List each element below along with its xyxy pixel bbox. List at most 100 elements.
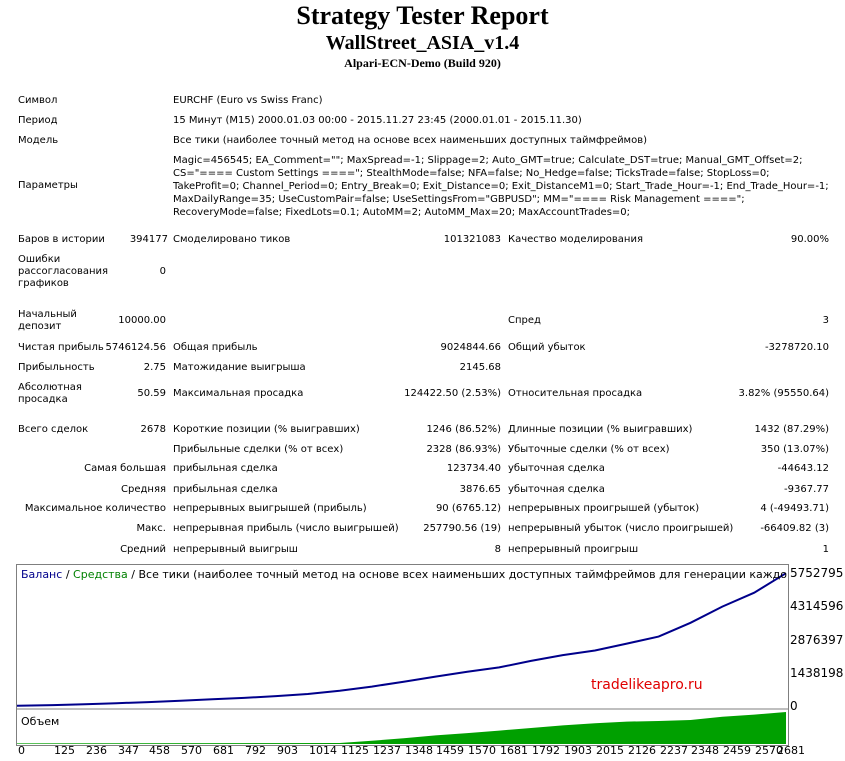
avg-profit-value: 3876.65 bbox=[459, 484, 501, 495]
y-tick-label: 5752795 bbox=[790, 566, 844, 580]
avg-profit-label: прибыльная сделка bbox=[173, 484, 278, 495]
x-tick-label: 1903 bbox=[564, 744, 592, 757]
period-value: 15 Минут (M15) 2000.01.03 00:00 - 2015.1… bbox=[173, 115, 582, 126]
avg-consec-wins-value: 8 bbox=[494, 544, 501, 555]
ea-name: WallStreet_ASIA_v1.4 bbox=[325, 32, 520, 54]
x-tick-label: 2459 bbox=[723, 744, 751, 757]
symbol-label: Символ bbox=[18, 95, 58, 106]
short-value: 1246 (86.52%) bbox=[426, 424, 501, 435]
x-tick-label: 1792 bbox=[532, 744, 560, 757]
x-tick-label: 903 bbox=[277, 744, 298, 757]
x-tick-label: 1348 bbox=[405, 744, 433, 757]
max-count-label: Максимальное количество bbox=[24, 503, 166, 514]
spread-label: Спред bbox=[508, 315, 541, 326]
avg-loss-value: -9367.77 bbox=[784, 484, 829, 495]
bars-label: Баров в истории bbox=[18, 234, 105, 245]
loss-trades-value: 350 (13.07%) bbox=[760, 444, 829, 455]
loss-trades-label: Убыточные сделки (% от всех) bbox=[508, 444, 670, 455]
profit-trades-value: 2328 (86.93%) bbox=[426, 444, 501, 455]
spread-value: 3 bbox=[822, 315, 829, 326]
net-value: 5746124.56 bbox=[105, 342, 166, 353]
x-tick-label: 681 bbox=[213, 744, 234, 757]
balance-chart-svg bbox=[17, 572, 788, 744]
x-tick-label: 1014 bbox=[309, 744, 337, 757]
legend-balance: Баланс bbox=[21, 568, 63, 581]
mismatch-value: 0 bbox=[159, 266, 166, 277]
gross-loss-label: Общий убыток bbox=[508, 342, 586, 353]
x-tick-label: 2237 bbox=[660, 744, 688, 757]
short-label: Короткие позиции (% выигравших) bbox=[173, 424, 360, 435]
report-title: Strategy Tester Report bbox=[296, 1, 549, 30]
avg-loss-label: убыточная сделка bbox=[508, 484, 605, 495]
x-tick-label: 2015 bbox=[596, 744, 624, 757]
x-tick-label: 236 bbox=[86, 744, 107, 757]
consec-profit-label: непрерывная прибыль (число выигрышей) bbox=[173, 523, 399, 534]
model-value: Все тики (наиболее точный метод на основ… bbox=[173, 135, 648, 146]
deposit-value: 10000.00 bbox=[118, 315, 166, 326]
x-tick-label: 2126 bbox=[628, 744, 656, 757]
gross-loss-value: -3278720.10 bbox=[764, 342, 829, 353]
y-tick-label: 0 bbox=[790, 699, 798, 713]
legend-separator: / bbox=[65, 568, 70, 581]
x-tick-label: 1459 bbox=[436, 744, 464, 757]
trades-value: 2678 bbox=[140, 424, 166, 435]
largest-loss-value: -44643.12 bbox=[777, 463, 829, 474]
gross-profit-value: 9024844.66 bbox=[440, 342, 501, 353]
x-tick-label: 2348 bbox=[691, 744, 719, 757]
consec-loss-label: непрерывный убыток (число проигрышей) bbox=[508, 523, 734, 534]
avg-consec-losses-value: 1 bbox=[822, 544, 829, 555]
mismatch-label: Ошибки рассогласования графиков bbox=[18, 254, 109, 289]
x-tick-label: 2681 bbox=[777, 744, 805, 757]
balance-line bbox=[17, 572, 787, 707]
params-value: Magic=456545; EA_Comment=""; MaxSpread=-… bbox=[173, 155, 829, 218]
abs-dd-label: Абсолютная просадка bbox=[18, 382, 82, 405]
consec-wins-label: непрерывных выигрышей (прибыль) bbox=[173, 503, 367, 514]
legend-equity: Средства bbox=[73, 568, 128, 581]
x-tick-label: 1681 bbox=[500, 744, 528, 757]
x-tick-label: 125 bbox=[54, 744, 75, 757]
y-tick-label: 2876397 bbox=[790, 633, 844, 647]
x-tick-label: 347 bbox=[118, 744, 139, 757]
avg-consec-losses-label: непрерывный проигрыш bbox=[508, 544, 639, 555]
ticks-value: 101321083 bbox=[443, 234, 501, 245]
volume-label: Объем bbox=[21, 715, 60, 728]
max-label: Макс. bbox=[136, 523, 166, 534]
net-label: Чистая прибыль bbox=[18, 342, 104, 353]
abs-dd-value: 50.59 bbox=[137, 388, 166, 399]
server-name: Alpari-ECN-Demo (Build 920) bbox=[344, 56, 501, 70]
x-tick-label: 570 bbox=[181, 744, 202, 757]
chart-legend: Баланс / Средства / Все тики (наиболее т… bbox=[21, 568, 788, 581]
rel-dd-value: 3.82% (95550.64) bbox=[738, 388, 829, 399]
consec-profit-value: 257790.56 (19) bbox=[423, 523, 501, 534]
x-tick-label: 1125 bbox=[341, 744, 369, 757]
bars-value: 394177 bbox=[129, 234, 168, 245]
x-axis: 0 125 236 347 458 570 681 792 903 1014 1125 1237 134… bbox=[16, 744, 805, 760]
y-tick-label: 4314596 bbox=[790, 599, 844, 613]
long-label: Длинные позиции (% выигравших) bbox=[508, 424, 693, 435]
x-tick-label: 2570 bbox=[755, 744, 783, 757]
rel-dd-label: Относительная просадка bbox=[508, 388, 643, 399]
symbol-value: EURCHF (Euro vs Swiss Franc) bbox=[173, 95, 323, 106]
legend-separator: / bbox=[131, 568, 135, 581]
x-tick-label: 792 bbox=[245, 744, 266, 757]
period-label: Период bbox=[18, 115, 58, 126]
x-tick-label: 1570 bbox=[468, 744, 496, 757]
model-label: Модель bbox=[18, 135, 59, 146]
balance-chart: Баланс / Средства / Все тики (наиболее т… bbox=[16, 564, 789, 746]
gross-profit-label: Общая прибыль bbox=[173, 342, 258, 353]
consec-wins-value: 90 (6765.12) bbox=[435, 503, 501, 514]
largest-loss-label: убыточная сделка bbox=[508, 463, 605, 474]
max-dd-value: 124422.50 (2.53%) bbox=[404, 388, 501, 399]
y-tick-label: 1438198 bbox=[790, 666, 844, 680]
avg-consec-wins-label: непрерывный выигрыш bbox=[173, 544, 298, 555]
x-tick-label: 1237 bbox=[373, 744, 401, 757]
pf-label: Прибыльность bbox=[18, 362, 95, 373]
quality-value: 90.00% bbox=[790, 234, 829, 245]
payoff-value: 2145.68 bbox=[459, 362, 501, 373]
largest-label: Самая большая bbox=[84, 463, 166, 474]
x-tick-label: 0 bbox=[18, 744, 25, 757]
deposit-label: Начальный депозит bbox=[18, 309, 77, 332]
max-dd-label: Максимальная просадка bbox=[173, 388, 304, 399]
consec-losses-value: 4 (-49493.71) bbox=[760, 503, 829, 514]
long-value: 1432 (87.29%) bbox=[754, 424, 829, 435]
